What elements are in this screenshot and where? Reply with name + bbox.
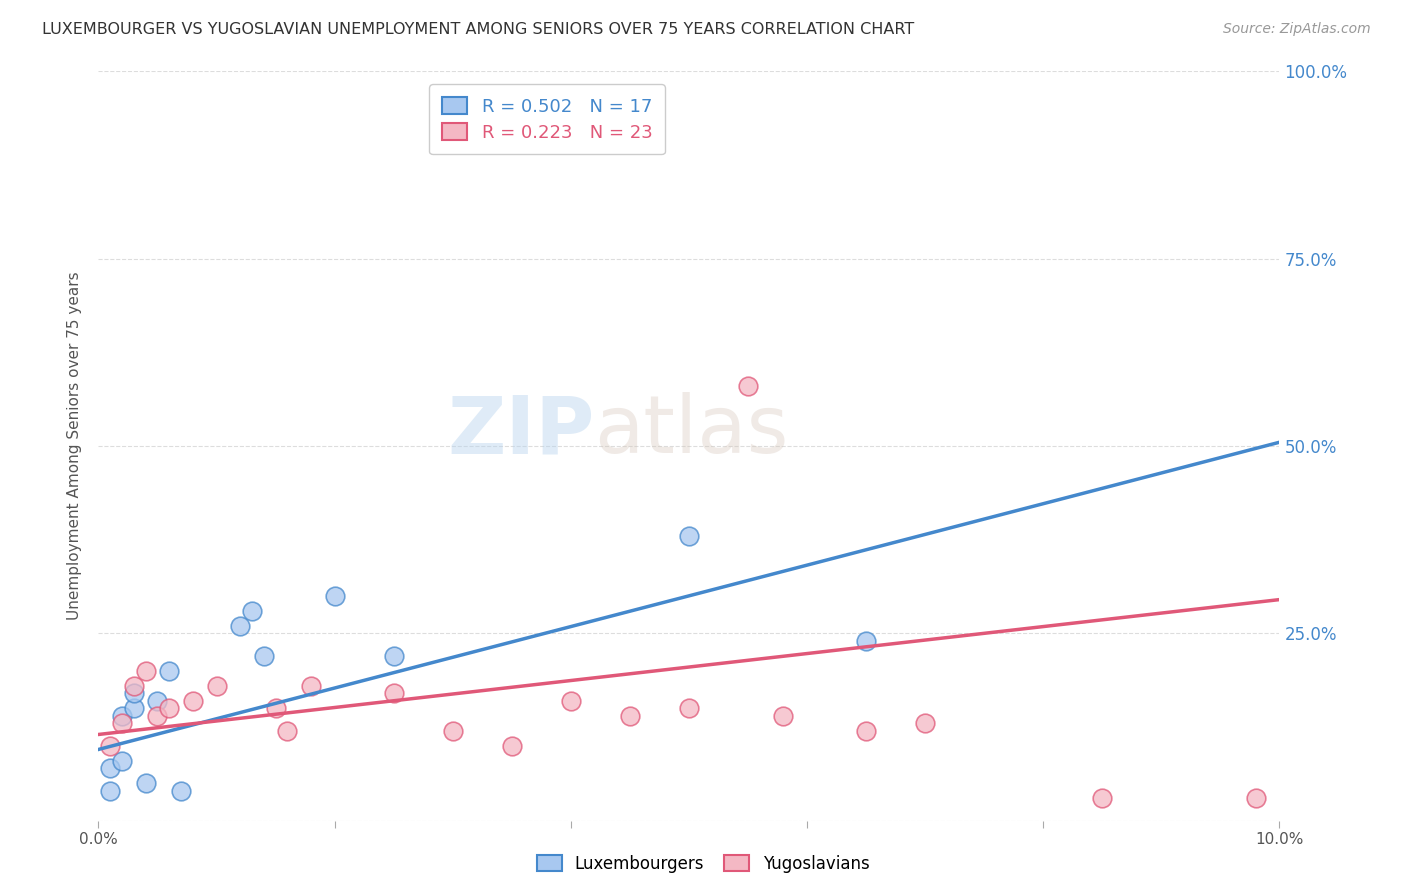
Point <box>737 379 759 393</box>
Point <box>441 723 464 738</box>
Point <box>157 701 180 715</box>
Point <box>678 529 700 543</box>
Point <box>264 701 287 715</box>
Legend: R = 0.502   N = 17, R = 0.223   N = 23: R = 0.502 N = 17, R = 0.223 N = 23 <box>429 84 665 154</box>
Point <box>146 694 169 708</box>
Text: Source: ZipAtlas.com: Source: ZipAtlas.com <box>1223 22 1371 37</box>
Point <box>253 648 276 663</box>
Point <box>276 723 298 738</box>
Point <box>122 701 145 715</box>
Point <box>855 723 877 738</box>
Text: ZIP: ZIP <box>447 392 595 470</box>
Point <box>135 664 157 678</box>
Point <box>98 739 121 753</box>
Legend: Luxembourgers, Yugoslavians: Luxembourgers, Yugoslavians <box>530 848 876 880</box>
Point <box>111 716 134 731</box>
Point <box>240 604 263 618</box>
Point <box>382 686 405 700</box>
Point <box>122 679 145 693</box>
Point <box>205 679 228 693</box>
Text: atlas: atlas <box>595 392 789 470</box>
Point <box>146 708 169 723</box>
Point <box>1091 791 1114 805</box>
Point <box>772 708 794 723</box>
Point <box>135 776 157 790</box>
Point <box>111 708 134 723</box>
Point <box>229 619 252 633</box>
Point <box>501 739 523 753</box>
Y-axis label: Unemployment Among Seniors over 75 years: Unemployment Among Seniors over 75 years <box>67 272 83 620</box>
Point <box>914 716 936 731</box>
Point <box>678 701 700 715</box>
Point <box>98 761 121 775</box>
Point <box>157 664 180 678</box>
Point <box>855 633 877 648</box>
Point <box>170 783 193 797</box>
Point <box>382 648 405 663</box>
Point <box>111 754 134 768</box>
Point <box>299 679 322 693</box>
Point <box>323 589 346 603</box>
Point <box>98 783 121 797</box>
Point <box>619 708 641 723</box>
Point <box>122 686 145 700</box>
Point <box>1244 791 1267 805</box>
Point <box>181 694 204 708</box>
Text: LUXEMBOURGER VS YUGOSLAVIAN UNEMPLOYMENT AMONG SENIORS OVER 75 YEARS CORRELATION: LUXEMBOURGER VS YUGOSLAVIAN UNEMPLOYMENT… <box>42 22 914 37</box>
Point <box>560 694 582 708</box>
